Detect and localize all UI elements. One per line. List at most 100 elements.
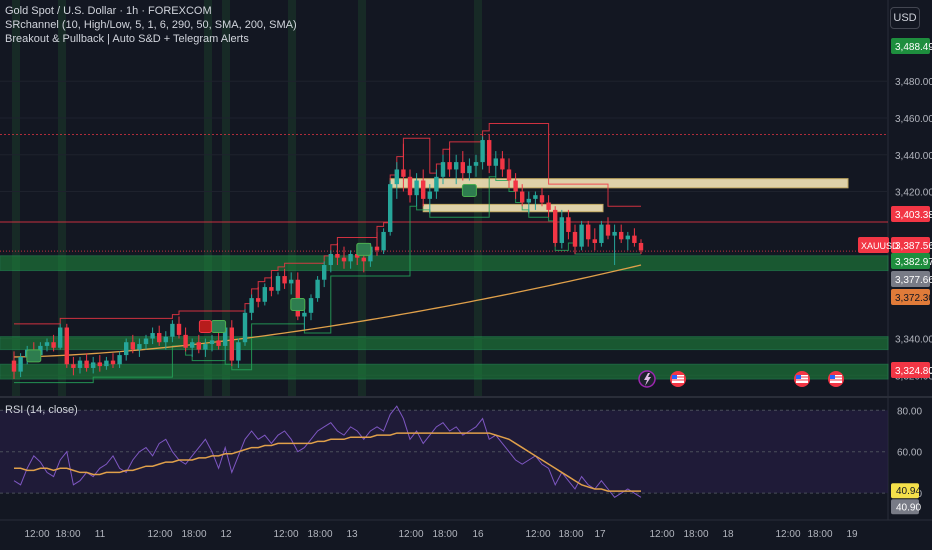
time-tick-label: 18:00 (432, 529, 457, 540)
candle-body (447, 162, 452, 170)
time-tick-label: 18:00 (307, 529, 332, 540)
price-label: 3,387.56 (895, 241, 932, 252)
candle-body (460, 162, 465, 174)
session-highlight-bands (12, 0, 482, 396)
candle-body (183, 334, 188, 348)
us-flag-icon[interactable] (670, 371, 686, 387)
time-tick-label: 18 (722, 529, 734, 540)
symbol-badge: XAUUSD (861, 241, 899, 251)
candle-body (625, 235, 630, 240)
candle-body (487, 140, 492, 166)
candle-body (500, 158, 505, 170)
session-band (12, 0, 20, 396)
srchannel-upper (14, 123, 641, 325)
candle-body (269, 287, 274, 291)
candle-body (203, 344, 208, 350)
time-tick-label: 12 (220, 529, 232, 540)
time-tick-label: 12:00 (398, 529, 423, 540)
symbol-title[interactable]: Gold Spot / U.S. Dollar · 1h · FOREXCOM (5, 5, 212, 17)
srchannel-lines (14, 123, 641, 384)
candle-body (51, 342, 56, 348)
price-label: 3,324.80 (895, 366, 932, 377)
candle-body (361, 257, 366, 262)
price-tick-label: 3,340.00 (895, 335, 932, 346)
time-tick-label: 11 (95, 529, 106, 540)
candle-body (401, 169, 406, 177)
price-tick-label: 3,440.00 (895, 151, 932, 162)
time-tick-label: 12:00 (649, 529, 674, 540)
indicator-breakout-legend[interactable]: Breakout & Pullback | Auto S&D + Telegra… (5, 33, 249, 45)
time-tick-label: 18:00 (683, 529, 708, 540)
candle-body (493, 158, 498, 166)
price-label: 3,403.38 (895, 210, 932, 221)
symbol-badge-bg (858, 237, 889, 253)
support-zone (0, 255, 889, 272)
candle-body (539, 195, 545, 203)
currency-button[interactable]: USD (890, 7, 920, 29)
candle-body (394, 169, 399, 185)
candle-body (328, 254, 333, 266)
support-zone (0, 363, 889, 380)
candle-body (223, 327, 228, 346)
candle-body (44, 342, 50, 346)
candle-body (506, 169, 512, 181)
price-label-bg (891, 289, 930, 305)
event-markers[interactable] (638, 370, 844, 388)
candle-body (236, 342, 241, 361)
session-band (204, 0, 212, 396)
session-band (474, 0, 482, 396)
candle-body (632, 235, 637, 243)
price-tick-label: 3,480.00 (895, 77, 932, 88)
candle-body (566, 217, 571, 232)
buy-signal-badge (356, 242, 372, 256)
candle-body (348, 254, 353, 262)
price-axis[interactable]: 3,480.00 3,460.00 3,440.00 3,420.00 3,340.00… (858, 38, 932, 515)
rsi-value-label: 40.90 (896, 502, 921, 513)
candle-body (407, 176, 413, 196)
time-tick-label: 16 (472, 529, 484, 540)
candle-body (176, 323, 182, 335)
candle-body (440, 162, 446, 177)
candle-body (553, 209, 558, 243)
indicator-srchannel-legend[interactable]: SRchannel (10, High/Low, 5, 1, 6, 290, 5… (5, 19, 297, 31)
buy-signal-badge (211, 320, 227, 334)
candle-body (249, 298, 254, 313)
candle-body (242, 312, 248, 343)
price-tick-label: 3,420.00 (895, 188, 932, 199)
session-band (358, 0, 366, 396)
time-tick-label: 19 (846, 529, 858, 540)
candle-body (335, 254, 340, 258)
srchannel-lower (14, 176, 641, 384)
candle-body (216, 340, 221, 346)
candle-body (209, 340, 215, 345)
time-tick-label: 13 (346, 529, 358, 540)
rsi-signal-label: 40.94 (896, 486, 921, 497)
candle-body (71, 364, 76, 368)
candle-body (427, 191, 432, 199)
candle-body (104, 360, 109, 367)
candle-body (388, 184, 393, 232)
candle-body (341, 257, 347, 262)
candle-body (91, 362, 96, 368)
candle-body (282, 276, 287, 284)
session-band (288, 0, 296, 396)
signal-badges (26, 184, 477, 363)
us-flag-icon[interactable] (828, 371, 844, 387)
resistance-zone (422, 203, 604, 213)
us-flag-icon[interactable] (794, 371, 810, 387)
candle-body (229, 327, 234, 361)
candle-body (143, 338, 149, 345)
candle-body (196, 342, 201, 350)
time-axis[interactable]: 12:00 18:00 11 12:00 18:00 12 12:00 18:00 13 12:0… (24, 529, 858, 540)
rsi-value-label-bg (891, 499, 919, 515)
candle-body (533, 195, 538, 199)
candle-body (289, 279, 294, 284)
time-tick-label: 18:00 (807, 529, 832, 540)
rsi-legend[interactable]: RSI (14, close) (5, 404, 78, 416)
candle-body (163, 336, 168, 343)
candle-body (592, 239, 597, 243)
candle-body (124, 342, 129, 356)
price-pane[interactable] (0, 0, 888, 396)
candle-body (308, 298, 314, 313)
